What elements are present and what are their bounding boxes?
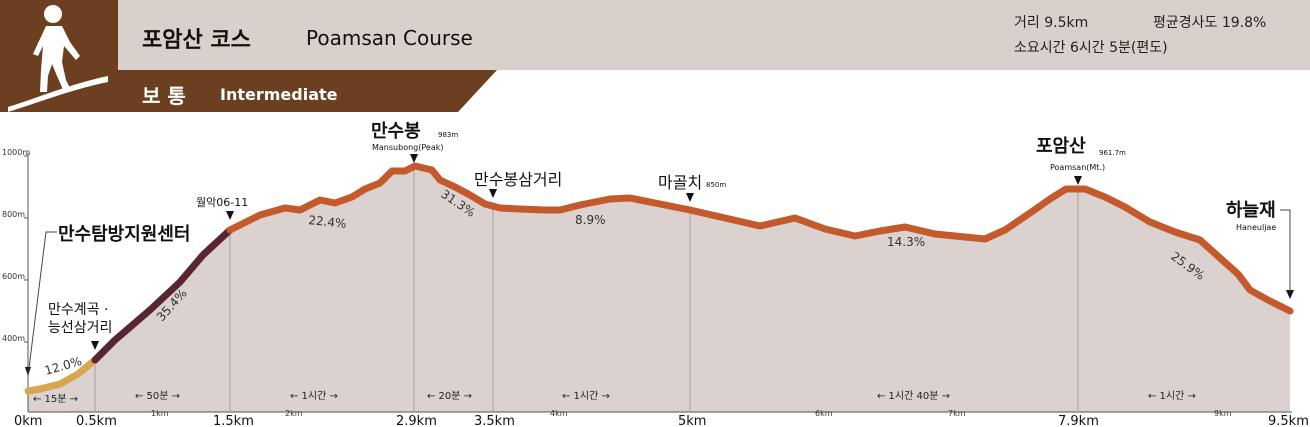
label-mansubong-height: 983m <box>438 131 458 139</box>
marker-arrow-icon <box>226 211 234 220</box>
x-label-0km: 0km <box>14 414 42 427</box>
junction-arrow-icon <box>489 189 497 198</box>
course-title-en: Poamsan Course <box>306 26 473 50</box>
label-poamsan-height: 961.7m <box>1099 149 1126 157</box>
slope-3: 22.4% <box>308 213 347 231</box>
label-mansu-valley-2: 능선삼거리 <box>48 320 112 336</box>
label-mansu-center: 만수탐방지원센터 <box>58 224 190 245</box>
duration-6: ← 1시간 40분 → <box>877 390 950 402</box>
duration-info: 소요시간 6시간 5분(편도) <box>1014 40 1168 56</box>
difficulty-banner <box>0 0 497 112</box>
header-band <box>0 0 1310 70</box>
hiker-icon <box>8 5 108 112</box>
slope-info: 평균경사도 19.8% <box>1153 15 1267 31</box>
haneuljae-arrow-icon <box>1286 290 1294 299</box>
center-leader-line <box>27 231 57 377</box>
magolchi-arrow-icon <box>686 193 694 202</box>
haneuljae-leader-line <box>1280 209 1291 292</box>
start-arrow-icon <box>25 367 31 376</box>
curve-steep-section <box>91 226 234 364</box>
duration-1: ← 15분 → <box>33 393 78 405</box>
poamsan-arrow-icon <box>1074 176 1082 185</box>
label-magolchi: 마골치 <box>658 173 702 192</box>
y-tick-600: 600m <box>2 272 25 281</box>
x-minor-4km: 4km <box>550 409 568 418</box>
mansubong-arrow-icon <box>410 154 418 163</box>
label-poamsan-en: Poamsan(Mt.) <box>1050 163 1105 172</box>
duration-3: ← 1시간 → <box>290 390 338 402</box>
curve-main-section <box>226 162 1294 315</box>
x-label-7-9km: 7.9km <box>1058 414 1099 427</box>
header-shapes <box>0 0 1310 112</box>
difficulty-en: Intermediate <box>220 85 338 104</box>
x-minor-9km: 9km <box>1214 409 1232 418</box>
elevation-area <box>28 166 1290 412</box>
x-label-5km: 5km <box>678 414 706 427</box>
slope-5: 8.9% <box>575 213 606 227</box>
course-header: 포암산 코스 Poamsan Course 보 통 Intermediate 거… <box>0 0 1310 112</box>
valley-arrow-icon <box>91 341 99 350</box>
x-minor-2km: 2km <box>285 409 303 418</box>
y-tick-800: 800m <box>2 210 25 219</box>
difficulty-ko: 보 통 <box>142 84 186 108</box>
duration-5: ← 1시간 → <box>562 390 610 402</box>
duration-2: ← 50분 → <box>135 390 180 402</box>
x-label-1-5km: 1.5km <box>213 414 254 427</box>
label-junction: 만수봉삼거리 <box>474 170 562 189</box>
x-label-0-5km: 0.5km <box>76 414 117 427</box>
x-label-2-9km: 2.9km <box>396 414 437 427</box>
x-label-9-5km: 9.5km <box>1268 414 1309 427</box>
label-marker: 월악06-11 <box>196 196 248 209</box>
distance-info: 거리 9.5km <box>1014 15 1089 31</box>
x-minor-7km: 7km <box>948 409 966 418</box>
y-tick-1000: 1000m <box>2 148 30 157</box>
label-magolchi-height: 850m <box>706 181 726 189</box>
label-mansubong: 만수봉 <box>371 121 421 142</box>
label-poamsan: 포암산 <box>1036 136 1086 157</box>
label-haneuljae: 하늘재 <box>1226 200 1276 221</box>
label-mansubong-en: Mansubong(Peak) <box>372 143 443 152</box>
y-tick-400: 400m <box>2 334 25 343</box>
curve-easy-section <box>24 356 99 395</box>
label-haneuljae-en: Haneuljae <box>1236 223 1276 232</box>
course-title-ko: 포암산 코스 <box>142 28 251 53</box>
slope-6: 14.3% <box>887 235 925 249</box>
x-minor-1km: 1km <box>151 409 169 418</box>
x-label-3-5km: 3.5km <box>474 414 515 427</box>
duration-7: ← 1시간 → <box>1148 390 1196 402</box>
duration-4: ← 20분 → <box>427 390 472 402</box>
x-minor-6km: 6km <box>815 409 833 418</box>
label-mansu-valley-1: 만수계곡 · <box>48 302 108 318</box>
